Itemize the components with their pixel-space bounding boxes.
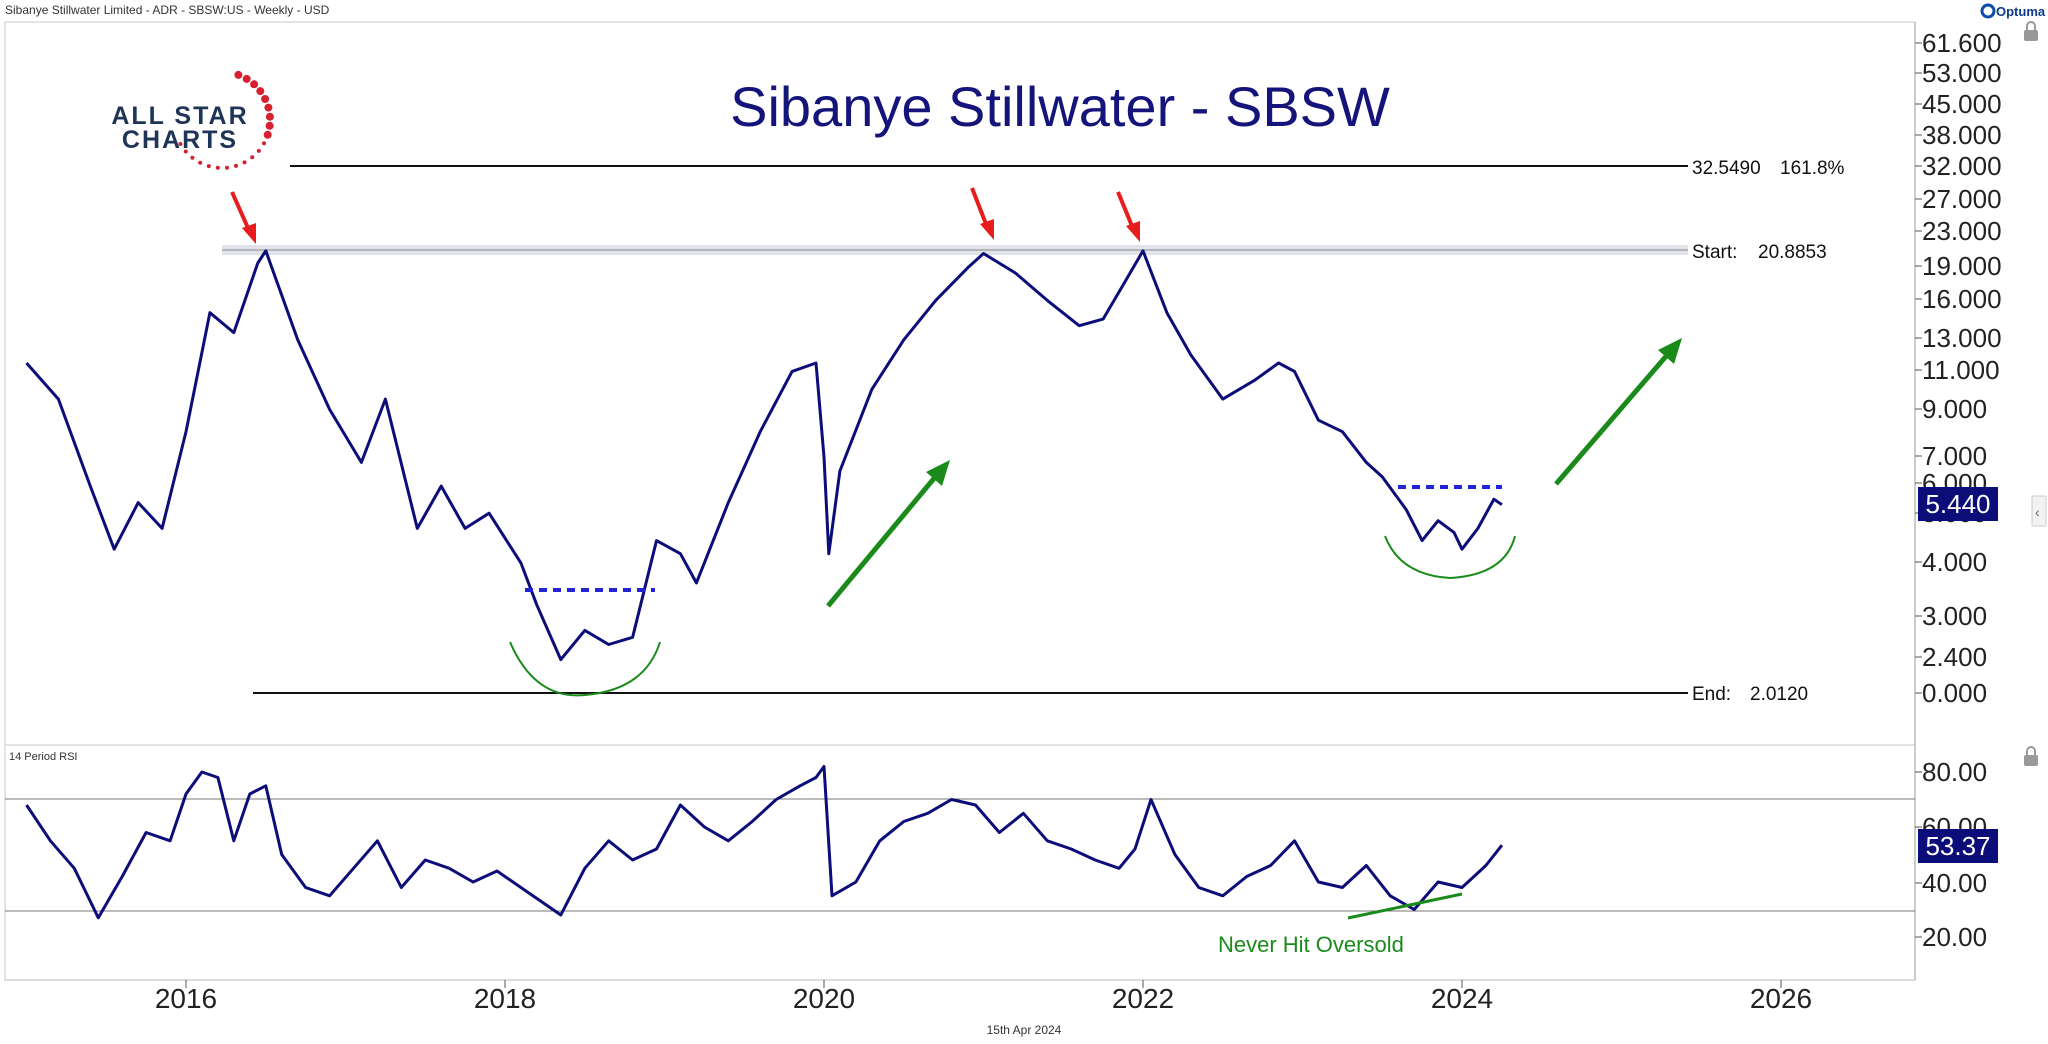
x-axis: 2016 2018 2020 2022 2024 2026 — [155, 980, 1812, 1014]
instrument-header: Sibanye Stillwater Limited - ADR - SBSW:… — [5, 3, 330, 17]
base-arc-2018 — [509, 641, 661, 697]
logo-star-icon — [190, 155, 195, 160]
rsi-panel-frame — [4, 744, 1916, 981]
logo-star-icon — [256, 87, 265, 96]
logo-star-icon — [242, 160, 247, 165]
rsi-last-value: 53.37 — [1925, 831, 1990, 861]
rsi-divergence-line — [1347, 892, 1463, 920]
x-tick-label: 2022 — [1112, 983, 1174, 1014]
price-y-tick-label: 53.000 — [1922, 58, 2002, 88]
fib-161-pct: 161.8% — [1780, 158, 1845, 179]
green-arrow-2020 — [826, 460, 950, 608]
rsi-y-tick-label: 40.00 — [1922, 868, 1987, 898]
price-y-tick-label: 45.000 — [1922, 89, 2002, 119]
start-label: Start: — [1692, 242, 1737, 263]
logo-star-icon — [263, 130, 272, 139]
logo-star-icon — [256, 148, 261, 153]
rsi-title: 14 Period RSI — [9, 751, 77, 763]
x-tick-label: 2016 — [155, 983, 217, 1014]
price-y-tick-label: 61.600 — [1922, 28, 2002, 58]
price-y-axis: 61.60053.00045.00038.00032.00027.00023.0… — [1915, 28, 2002, 708]
logo-star-icon — [265, 121, 274, 130]
price-y-tick-label: 2.400 — [1922, 642, 1987, 672]
logo-star-icon — [198, 160, 203, 165]
logo-star-icon — [178, 142, 183, 146]
red-arrow-2021 — [970, 187, 994, 240]
collapse-panel-handle[interactable]: ‹ — [2031, 495, 2047, 527]
rsi-y-tick-label: 80.00 — [1922, 757, 1987, 787]
price-y-tick-label: 27.000 — [1922, 184, 2002, 214]
start-value: 20.8853 — [1758, 242, 1827, 263]
logo-star-icon — [250, 80, 259, 89]
logo-line1: ALL STAR — [111, 102, 248, 130]
logo-star-icon — [250, 155, 255, 160]
logo-star-icon — [225, 165, 229, 170]
optuma-logo: Optuma — [1980, 3, 2046, 19]
logo-line2: CHARTS — [122, 126, 238, 154]
price-y-tick-label: 38.000 — [1922, 120, 2002, 150]
end-label: End: — [1692, 684, 1731, 705]
fib-161-value: 32.5490 — [1692, 158, 1761, 179]
green-arrow-2024 — [1554, 338, 1682, 486]
price-lock-icon[interactable] — [2024, 21, 2038, 41]
price-y-tick-label: 32.000 — [1922, 151, 2002, 181]
logo-star-icon — [206, 164, 211, 169]
date-footer: 15th Apr 2024 — [987, 1023, 1062, 1037]
base-arc-2024 — [1384, 535, 1516, 580]
price-y-tick-label: 16.000 — [1922, 284, 2002, 314]
logo-star-icon — [264, 103, 273, 112]
price-y-tick-label: 23.000 — [1922, 216, 2002, 246]
logo-star-icon — [215, 165, 220, 170]
red-arrow-2022 — [1116, 191, 1140, 242]
x-tick-label: 2020 — [793, 983, 855, 1014]
optuma-logo-icon — [1980, 3, 1996, 19]
chevron-left-icon: ‹ — [2035, 504, 2040, 520]
end-value: 2.0120 — [1750, 684, 1808, 705]
x-tick-label: 2026 — [1750, 983, 1812, 1014]
chart-title: Sibanye Stillwater - SBSW — [730, 75, 1390, 138]
price-y-tick-label: 3.000 — [1922, 601, 1987, 631]
rsi-y-tick-label: 20.00 — [1922, 922, 1987, 952]
optuma-logo-text: Optuma — [1996, 4, 2046, 19]
last-price-value: 5.440 — [1925, 489, 1990, 519]
red-arrow-2016 — [230, 191, 256, 244]
x-tick-label: 2024 — [1431, 983, 1493, 1014]
last-price-badge — [1918, 487, 1998, 521]
price-series-line — [25, 249, 1503, 662]
logo-star-icon — [262, 141, 266, 146]
x-tick-label: 2018 — [474, 983, 536, 1014]
price-y-tick-label: 4.000 — [1922, 547, 1987, 577]
rsi-lock-icon[interactable] — [2024, 746, 2038, 766]
price-y-tick-label: 9.000 — [1922, 394, 1987, 424]
logo-star-icon — [234, 70, 243, 79]
logo-star-icon — [265, 112, 274, 121]
price-y-tick-label: 19.000 — [1922, 251, 2002, 281]
allstarcharts-logo: ALL STAR CHARTS — [111, 70, 274, 170]
rsi-series-line — [25, 765, 1504, 920]
price-y-tick-label: 0.000 — [1922, 678, 1987, 708]
rsi-last-badge — [1918, 829, 1998, 863]
logo-star-icon — [234, 163, 238, 168]
logo-star-arc — [178, 70, 274, 170]
logo-star-icon — [242, 74, 251, 83]
price-y-tick-label: 7.000 — [1922, 441, 1987, 471]
rsi-annotation: Never Hit Oversold — [1218, 932, 1404, 957]
price-y-tick-label: 13.000 — [1922, 323, 2002, 353]
price-y-tick-label: 11.000 — [1922, 355, 2000, 385]
logo-star-icon — [183, 149, 188, 154]
logo-star-icon — [261, 95, 270, 103]
